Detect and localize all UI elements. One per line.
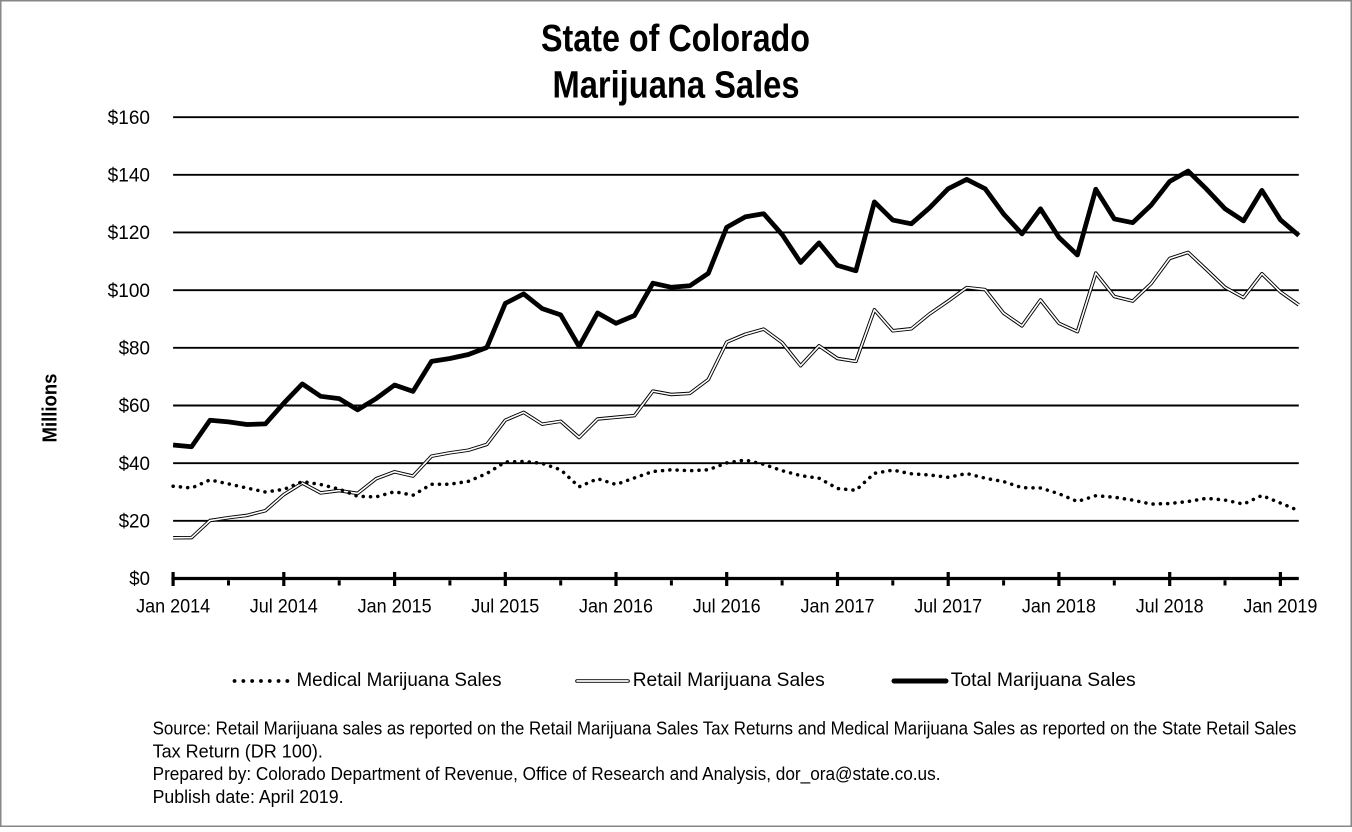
- svg-text:$80: $80: [119, 339, 150, 360]
- svg-text:Jan 2015: Jan 2015: [358, 596, 432, 617]
- svg-text:Marijuana Sales: Marijuana Sales: [553, 64, 800, 106]
- svg-text:Jul 2015: Jul 2015: [471, 596, 539, 617]
- svg-text:$120: $120: [108, 223, 150, 244]
- svg-text:$160: $160: [108, 108, 150, 129]
- svg-text:Jul 2014: Jul 2014: [250, 596, 318, 617]
- svg-text:$20: $20: [119, 512, 150, 533]
- svg-text:Prepared by: Colorado Departme: Prepared by: Colorado Department of Reve…: [153, 764, 941, 785]
- svg-text:Tax Return (DR 100).: Tax Return (DR 100).: [153, 742, 323, 762]
- svg-text:Jan 2017: Jan 2017: [801, 596, 875, 617]
- svg-text:Jan 2019: Jan 2019: [1243, 596, 1317, 617]
- svg-text:Medical Marijuana Sales: Medical Marijuana Sales: [297, 669, 502, 691]
- svg-text:Retail Marijuana Sales: Retail Marijuana Sales: [633, 669, 825, 691]
- svg-text:$0: $0: [129, 569, 150, 590]
- svg-text:State of Colorado: State of Colorado: [541, 18, 810, 60]
- svg-text:Jan 2014: Jan 2014: [136, 596, 210, 617]
- svg-text:$140: $140: [108, 166, 150, 187]
- svg-text:Jul 2017: Jul 2017: [914, 596, 982, 617]
- svg-text:$60: $60: [119, 396, 150, 417]
- svg-text:$100: $100: [108, 281, 150, 302]
- svg-text:Publish date: April 2019.: Publish date: April 2019.: [153, 787, 344, 807]
- svg-text:Jan 2016: Jan 2016: [579, 596, 653, 617]
- svg-text:Jul 2016: Jul 2016: [693, 596, 761, 617]
- svg-text:Total Marijuana Sales: Total Marijuana Sales: [951, 669, 1136, 691]
- svg-text:Jul 2018: Jul 2018: [1136, 596, 1204, 617]
- svg-text:Source: Retail Marijuana sales: Source: Retail Marijuana sales as report…: [153, 719, 1297, 739]
- svg-text:Millions: Millions: [40, 374, 62, 443]
- svg-text:$40: $40: [119, 454, 150, 475]
- svg-text:Jan 2018: Jan 2018: [1022, 596, 1096, 617]
